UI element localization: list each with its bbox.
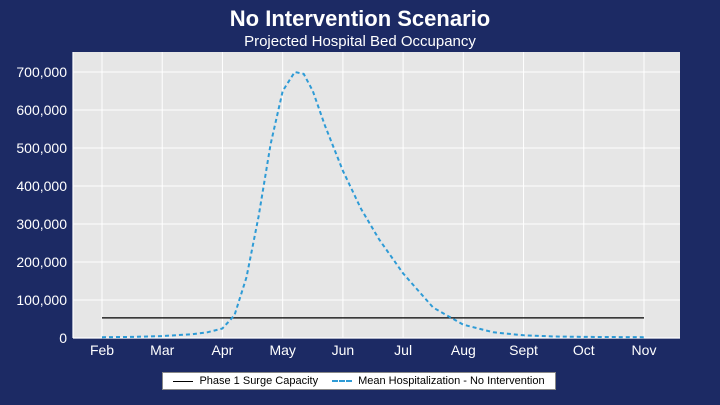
x-tick-label: Mar [150,342,174,358]
x-tick-label: Nov [632,342,657,358]
chart-legend: Phase 1 Surge Capacity Mean Hospitalizat… [162,372,556,390]
y-tick-label: 600,000 [16,102,67,118]
x-tick-label: Apr [212,342,234,358]
legend-item-surge-capacity: Phase 1 Surge Capacity [173,375,318,387]
legend-swatch-dashed [332,380,353,382]
legend-item-mean-hospitalization: Mean Hospitalization - No Intervention [332,375,545,387]
plot-area [73,52,680,338]
y-tick-label: 200,000 [16,254,67,270]
y-tick-label: 700,000 [16,64,67,80]
chart-subtitle: Projected Hospital Bed Occupancy [244,33,476,50]
chart-title: No Intervention Scenario [229,6,491,31]
x-tick-label: Feb [90,342,114,358]
y-tick-label: 400,000 [16,178,67,194]
y-tick-label: 100,000 [16,292,67,308]
x-tick-label: Jul [394,342,412,358]
x-tick-label: Jun [332,342,355,358]
legend-label-mean-hospitalization: Mean Hospitalization - No Intervention [358,375,545,387]
x-tick-label: Oct [573,342,595,358]
y-tick-label: 500,000 [16,140,67,156]
series-line-mean-hospitalization [101,71,645,339]
x-tick-label: May [269,342,295,358]
legend-swatch-solid [173,380,194,382]
x-tick-label: Sept [509,342,538,358]
y-tick-label: 300,000 [16,216,67,232]
legend-label-surge-capacity: Phase 1 Surge Capacity [199,375,319,387]
x-tick-label: Aug [451,342,476,358]
y-tick-label: 0 [59,330,67,346]
